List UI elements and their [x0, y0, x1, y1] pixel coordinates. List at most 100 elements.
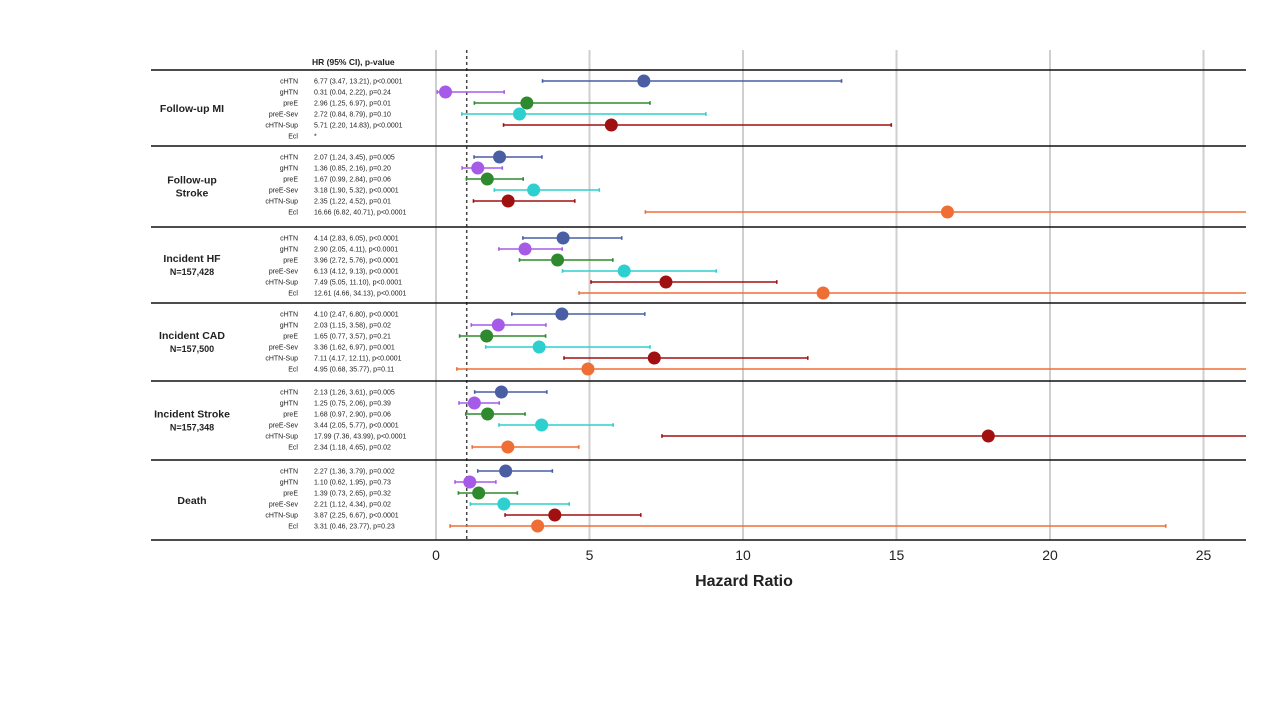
row-label: cHTN-Sup	[265, 199, 298, 206]
hr-point	[532, 340, 546, 354]
row-estimate: 3.96 (2.72, 5.76), p<0.0001	[314, 258, 399, 265]
row-label: preE-Sev	[269, 188, 299, 195]
row-label: cHTN-Sup	[265, 280, 298, 287]
hr-point	[659, 275, 673, 289]
row-estimate: 2.21 (1.12, 4.34), p=0.02	[314, 502, 391, 509]
row-label: preE	[283, 177, 298, 184]
row-estimate: 3.18 (1.90, 5.32), p<0.0001	[314, 188, 399, 195]
hr-point	[527, 183, 541, 197]
row-estimate: 16.66 (6.82, 40.71), p<0.0001	[314, 210, 407, 217]
hr-point	[981, 429, 995, 443]
hr-point	[471, 161, 485, 175]
group-subtitle: N=157,348	[170, 423, 214, 433]
hr-point	[463, 475, 477, 489]
row-estimate: 3.36 (1.62, 6.97), p=0.001	[314, 345, 395, 352]
row-label: preE	[283, 334, 298, 341]
group-subtitle: N=157,428	[170, 267, 214, 277]
hr-point	[491, 318, 505, 332]
hr-point	[551, 253, 565, 267]
hr-point	[493, 150, 507, 164]
hr-point	[467, 396, 481, 410]
row-estimate: 4.14 (2.83, 6.05), p<0.0001	[314, 236, 399, 243]
row-label: cHTN	[280, 469, 298, 476]
x-tick-label: 0	[432, 547, 440, 563]
hr-point	[520, 96, 534, 110]
row-estimate: 2.03 (1.15, 3.58), p=0.02	[314, 323, 391, 330]
row-estimate: 1.25 (0.75, 2.06), p=0.39	[314, 401, 391, 408]
hr-point	[617, 264, 631, 278]
gridlines	[435, 50, 1205, 540]
row-label: gHTN	[280, 323, 298, 330]
column-header: HR (95% CI), p-value	[312, 57, 395, 67]
row-estimate: 1.10 (0.62, 1.95), p=0.73	[314, 480, 391, 487]
row-label: preE	[283, 258, 298, 265]
hr-point	[480, 329, 494, 343]
row-label: cHTN	[280, 155, 298, 162]
hr-point	[494, 385, 508, 399]
row-estimate: 2.34 (1.18, 4.65), p=0.02	[314, 445, 391, 452]
row-label: preE-Sev	[269, 345, 299, 352]
hr-point	[501, 440, 515, 454]
row-label: Ecl	[288, 445, 298, 452]
row-label: gHTN	[280, 166, 298, 173]
hr-point	[439, 85, 453, 99]
row-label: gHTN	[280, 247, 298, 254]
hr-point	[472, 486, 486, 500]
row-estimate: 2.90 (2.05, 4.11), p<0.0001	[314, 247, 398, 254]
row-label: preE-Sev	[269, 269, 299, 276]
row-label: Ecl	[288, 524, 298, 531]
hr-point	[480, 172, 494, 186]
hr-point	[647, 351, 661, 365]
marks	[436, 74, 1246, 533]
row-estimate: 17.99 (7.36, 43.99), p<0.0001	[314, 434, 407, 441]
row-estimate: 0.31 (0.04, 2.22), p=0.24	[314, 90, 391, 97]
hr-point	[531, 519, 545, 533]
row-label: gHTN	[280, 401, 298, 408]
table: HR (95% CI), p-value Follow-up MI cHTN 6.77…	[151, 57, 1246, 541]
row-estimate: 6.77 (3.47, 13.21), p<0.0001	[314, 79, 403, 86]
hr-point	[501, 194, 515, 208]
row-label: preE	[283, 412, 298, 419]
row-estimate: 7.49 (5.05, 11.10), p<0.0001	[314, 280, 402, 287]
x-tick-label: 10	[735, 547, 751, 563]
row-estimate: 2.72 (0.84, 8.79), p=0.10	[314, 112, 391, 119]
row-label: cHTN-Sup	[265, 434, 298, 441]
x-axis: 0 5 10 15 20 25 Hazard Ratio	[432, 547, 1211, 590]
row-estimate: 7.11 (4.17, 12.11), p<0.0001	[314, 356, 402, 363]
row-label: gHTN	[280, 480, 298, 487]
x-axis-title: Hazard Ratio	[695, 573, 793, 590]
group-subtitle: N=157,500	[170, 344, 214, 354]
row-label: cHTN	[280, 236, 298, 243]
row-estimate: 1.65 (0.77, 3.57), p=0.21	[314, 334, 391, 341]
x-tick-label: 20	[1042, 547, 1058, 563]
hr-point	[637, 74, 651, 88]
group-title: Follow-up	[167, 175, 217, 187]
group-title: Follow-up MI	[160, 103, 224, 115]
row-estimate: 1.68 (0.97, 2.90), p=0.06	[314, 412, 391, 419]
row-estimate: 3.31 (0.46, 23.77), p=0.23	[314, 524, 395, 531]
row-label: cHTN	[280, 79, 298, 86]
row-label: preE-Sev	[269, 112, 299, 119]
row-estimate: 4.95 (0.68, 35.77), p=0.11	[314, 367, 394, 374]
hr-point	[556, 231, 570, 245]
hr-point	[499, 464, 513, 478]
row-estimate: *	[314, 134, 317, 141]
row-label: Ecl	[288, 134, 298, 141]
group-title: Incident Stroke	[154, 409, 230, 421]
hr-point	[581, 362, 595, 376]
hr-point	[497, 497, 511, 511]
row-label: cHTN-Sup	[265, 123, 298, 130]
row-estimate: 4.10 (2.47, 6.80), p<0.0001	[314, 312, 399, 319]
row-estimate: 2.27 (1.36, 3.79), p=0.002	[314, 469, 395, 476]
row-estimate: 6.13 (4.12, 9.13), p<0.0001	[314, 269, 399, 276]
group-subtitle: Stroke	[176, 188, 209, 200]
row-label: gHTN	[280, 90, 298, 97]
row-estimate: 1.39 (0.73, 2.65), p=0.32	[314, 491, 391, 498]
hr-point	[513, 107, 527, 121]
row-estimate: 12.61 (4.66, 34.13), p<0.0001	[314, 291, 407, 298]
row-label: preE-Sev	[269, 423, 299, 430]
hr-point	[816, 286, 830, 300]
row-label: cHTN	[280, 390, 298, 397]
row-label: preE	[283, 491, 298, 498]
